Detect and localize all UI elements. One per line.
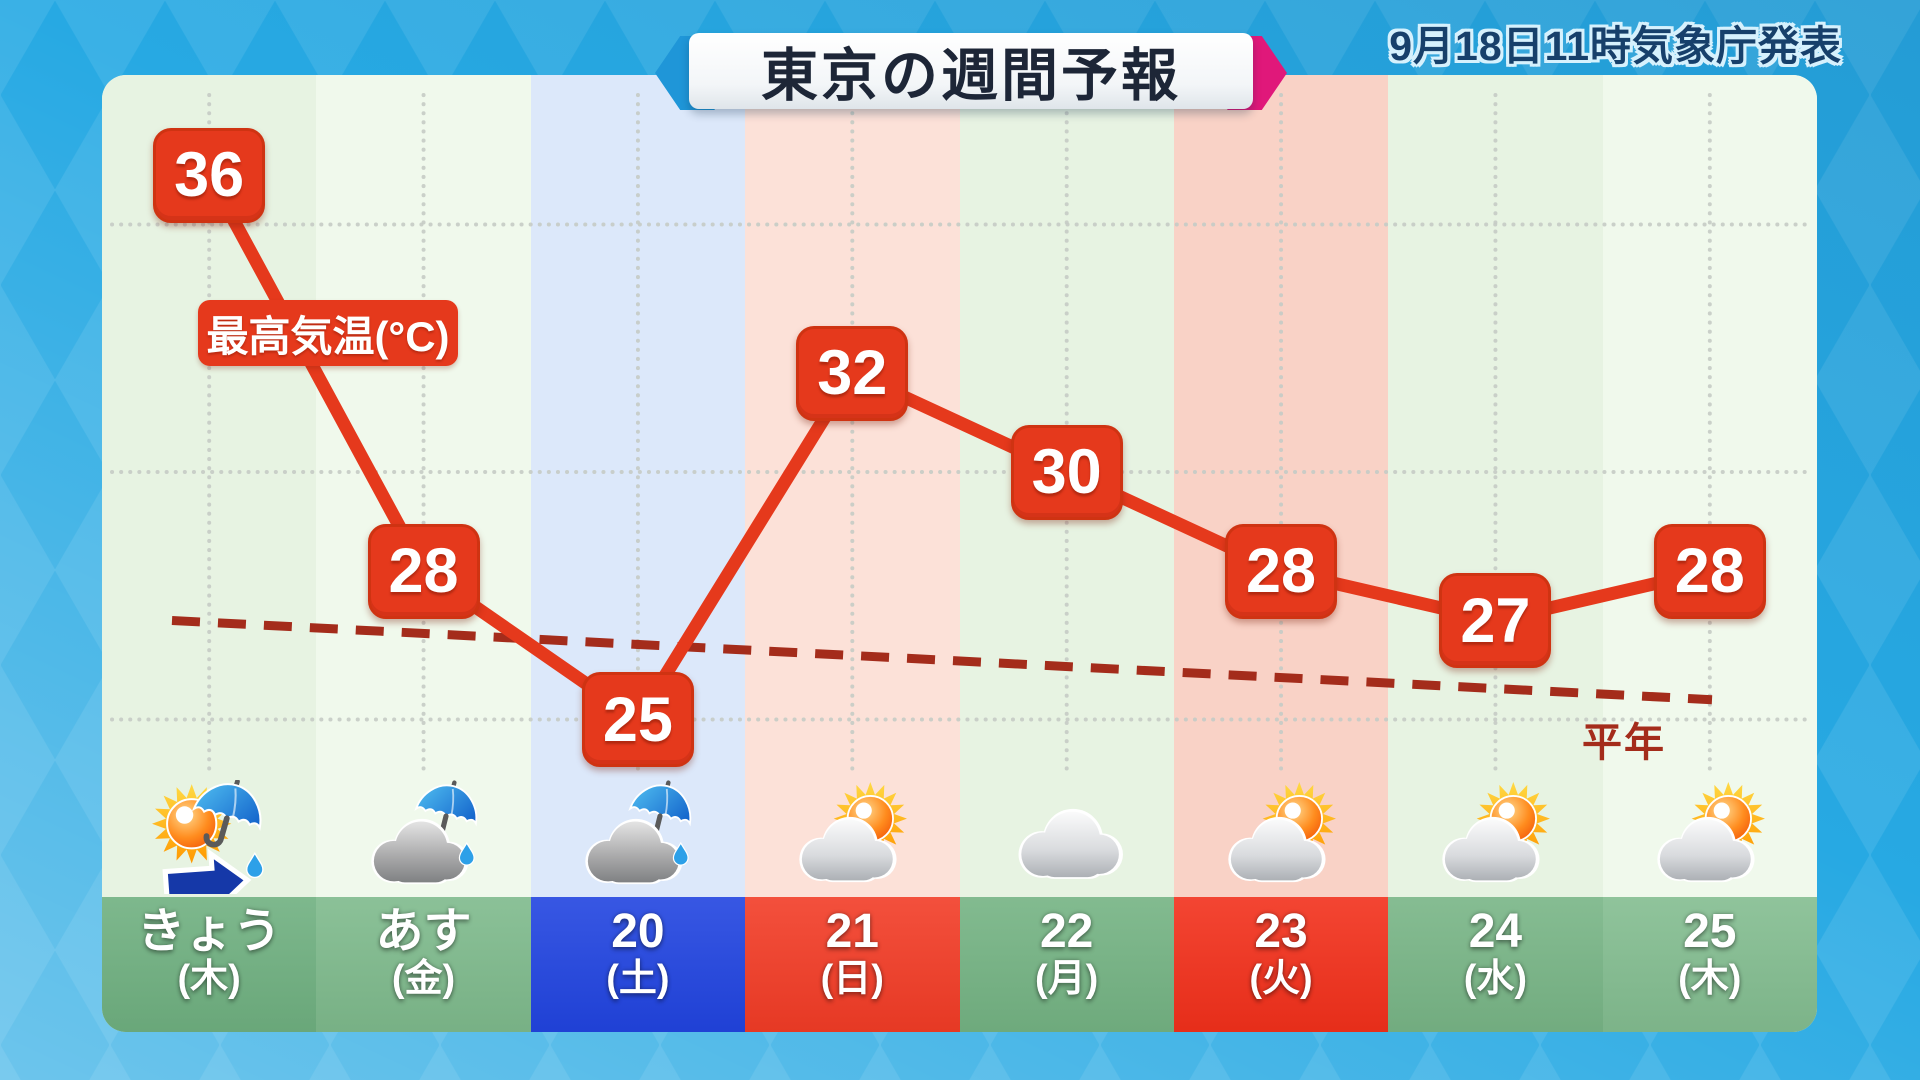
forecast-panel: きょう (木) あす (金) 20 (土) 21 (日) 22 (月) 23 (火) 24 (水) 25 (木… [102, 75, 1817, 1032]
column-tint [530, 75, 746, 897]
temperature-value-badge: 30 [1010, 424, 1123, 520]
day-label-row: きょう (木) あす (金) 20 (土) 21 (日) 22 (月) 23 (火) 24 (水) 25 (木… [102, 897, 1817, 1032]
title-banner-bar: 東京の週間予報 [689, 33, 1253, 109]
series-label-max-temp: 最高気温(°C) [198, 300, 458, 366]
day-label: 21 [825, 905, 879, 958]
column-tint [1602, 75, 1817, 897]
day-cell: 24 (水) [1388, 897, 1603, 1032]
day-cell: 21 (日) [745, 897, 960, 1032]
temperature-value-badge: 25 [581, 672, 694, 767]
normal-average-label: 平年 [1582, 721, 1666, 765]
weekday-label: (木) [177, 958, 241, 1001]
weekday-label: (木) [1678, 958, 1742, 1001]
title-banner: 東京の週間予報 [655, 33, 1287, 113]
temperature-value-badge: 28 [367, 523, 480, 619]
weekday-label: (火) [1249, 958, 1313, 1001]
weekday-label: (月) [1035, 958, 1099, 1001]
column-tint [316, 75, 531, 897]
day-label: 22 [1039, 905, 1094, 958]
day-label: 23 [1254, 905, 1308, 958]
column-tints [102, 75, 1817, 897]
issued-timestamp: 9月18日11時気象庁発表 [1389, 23, 1842, 69]
day-label: 24 [1468, 905, 1523, 958]
temperature-value-badge: 28 [1653, 523, 1766, 619]
weekday-label: (日) [820, 958, 884, 1001]
day-cell: きょう (木) [102, 897, 317, 1032]
temperature-value-badge: 36 [153, 127, 266, 223]
day-label: 20 [611, 905, 665, 958]
cloud-icon [1010, 780, 1124, 894]
temperature-value-badge: 27 [1439, 573, 1552, 668]
column-tint [1173, 75, 1389, 897]
cloud-sun-icon [1653, 780, 1767, 894]
day-label: きょう [137, 905, 282, 958]
cloud-rain-icon [367, 780, 481, 894]
cloud-sun-icon [1438, 780, 1552, 894]
cloud-sun-icon [795, 780, 909, 894]
column-tint [1388, 75, 1603, 897]
day-cell: 20 (土) [530, 897, 746, 1032]
column-tint [745, 75, 960, 897]
day-cell: 23 (火) [1173, 897, 1389, 1032]
day-label: あす [375, 905, 472, 958]
page-title: 東京の週間予報 [761, 44, 1181, 108]
temperature-value-badge: 28 [1225, 523, 1338, 619]
weekday-label: (金) [391, 958, 456, 1001]
cloud-sun-icon [1224, 780, 1338, 894]
cloud-rain-icon [581, 780, 695, 894]
sun-then-rain-icon [152, 778, 266, 917]
day-label: 25 [1683, 905, 1737, 958]
day-cell: 22 (月) [959, 897, 1174, 1032]
day-cell: 25 (木) [1602, 897, 1817, 1032]
weekday-label: (土) [606, 958, 670, 1001]
day-cell: あす (金) [316, 897, 531, 1032]
weekday-label: (水) [1463, 958, 1528, 1001]
temperature-value-badge: 32 [796, 325, 909, 421]
